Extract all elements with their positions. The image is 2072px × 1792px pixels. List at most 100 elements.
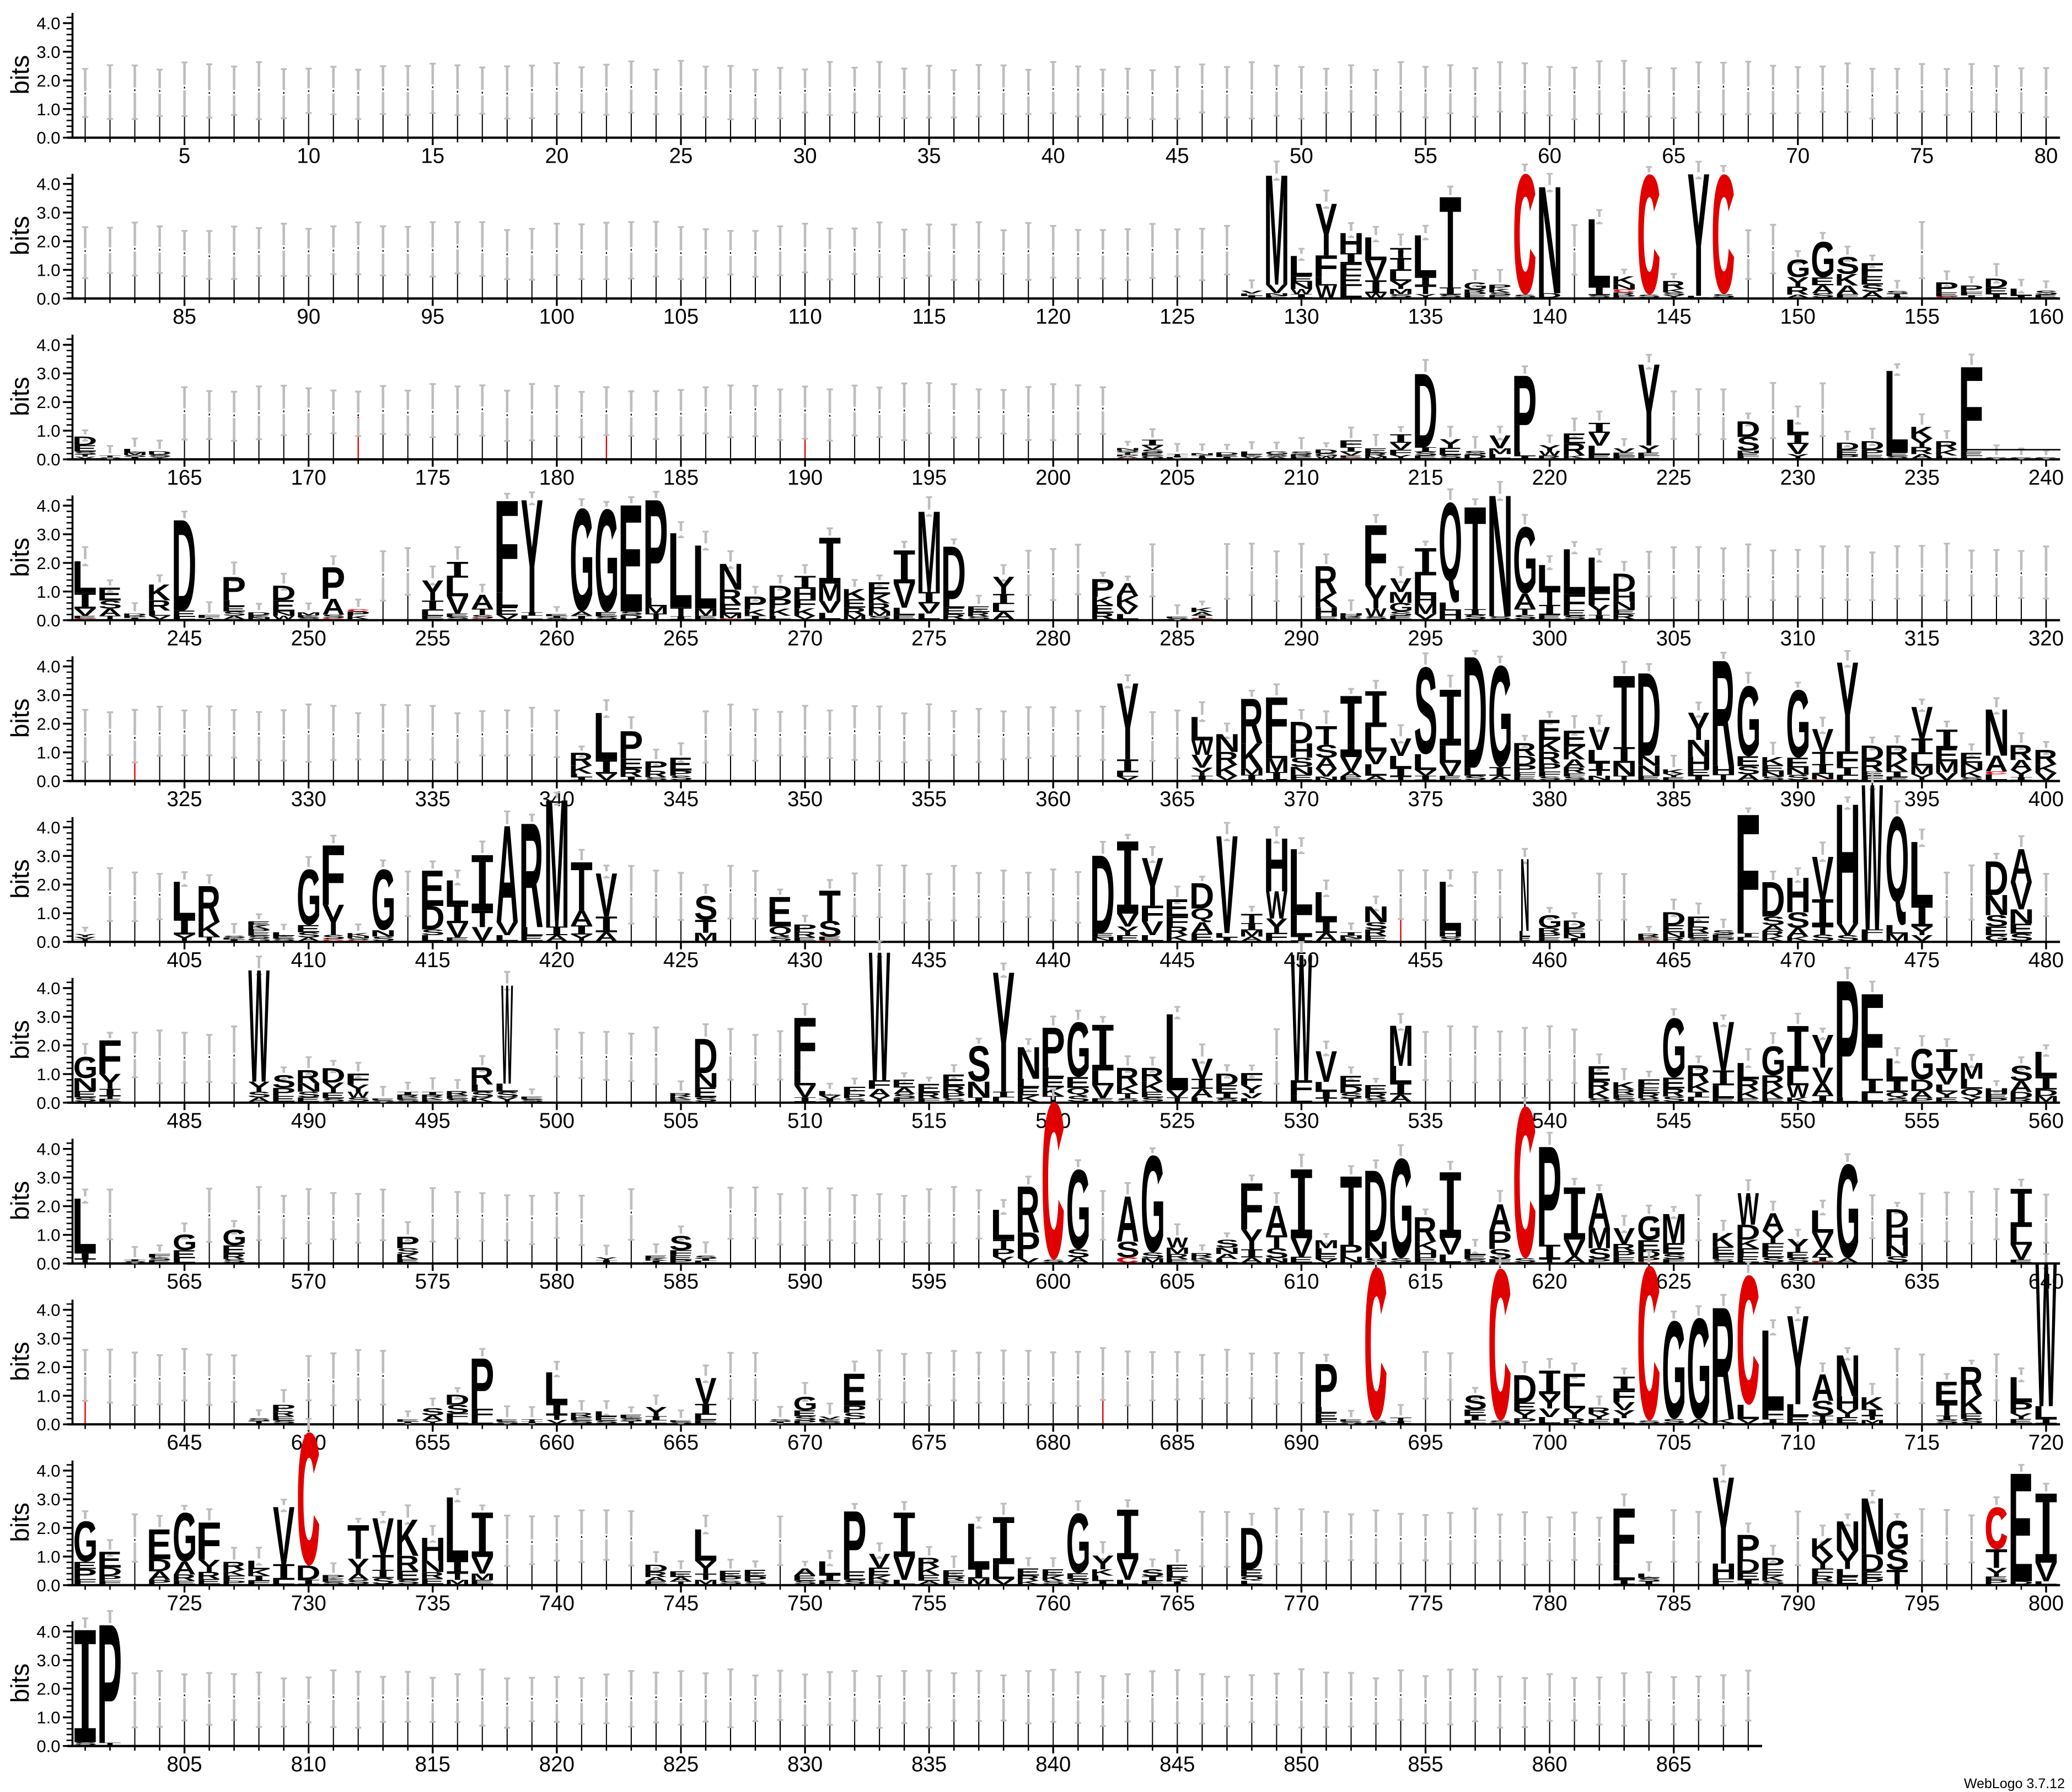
svg-text:1.0: 1.0 (36, 100, 60, 119)
svg-text:bits: bits (6, 216, 34, 256)
svg-text:3.0: 3.0 (36, 42, 60, 62)
svg-text:3.0: 3.0 (36, 364, 60, 383)
svg-text:4.0: 4.0 (36, 818, 60, 837)
svg-text:735: 735 (415, 1592, 450, 1616)
svg-text:630: 630 (1780, 1270, 1816, 1294)
svg-text:715: 715 (1904, 1431, 1940, 1455)
svg-text:340: 340 (539, 787, 575, 811)
svg-text:295: 295 (1408, 627, 1443, 651)
svg-text:205: 205 (1160, 466, 1195, 490)
svg-text:825: 825 (663, 1752, 699, 1776)
svg-text:3.0: 3.0 (36, 1168, 60, 1188)
svg-text:4.0: 4.0 (36, 979, 60, 998)
svg-text:bits: bits (6, 859, 34, 899)
svg-text:75: 75 (1910, 144, 1934, 168)
svg-text:3.0: 3.0 (36, 1651, 60, 1670)
svg-text:760: 760 (1035, 1592, 1071, 1616)
svg-text:580: 580 (539, 1270, 575, 1294)
svg-text:315: 315 (1904, 627, 1940, 651)
svg-text:830: 830 (787, 1752, 823, 1776)
svg-text:480: 480 (2028, 948, 2064, 972)
svg-text:600: 600 (1035, 1270, 1071, 1294)
svg-text:840: 840 (1035, 1752, 1071, 1776)
svg-text:210: 210 (1284, 466, 1319, 490)
svg-text:0.0: 0.0 (36, 128, 60, 148)
svg-text:175: 175 (415, 466, 450, 490)
svg-text:bits: bits (6, 1342, 34, 1381)
svg-text:170: 170 (291, 466, 326, 490)
svg-text:455: 455 (1408, 948, 1443, 972)
svg-text:250: 250 (291, 627, 326, 651)
svg-text:330: 330 (291, 787, 326, 811)
svg-text:130: 130 (1284, 305, 1319, 329)
svg-text:1.0: 1.0 (36, 260, 60, 280)
svg-text:255: 255 (415, 627, 450, 651)
svg-text:2.0: 2.0 (36, 232, 60, 251)
svg-text:100: 100 (539, 305, 575, 329)
svg-text:4.0: 4.0 (36, 657, 60, 677)
svg-text:1.0: 1.0 (36, 1226, 60, 1245)
svg-text:290: 290 (1284, 627, 1319, 651)
svg-text:1.0: 1.0 (36, 1547, 60, 1566)
svg-text:0.0: 0.0 (36, 611, 60, 630)
svg-text:370: 370 (1284, 787, 1319, 811)
svg-text:500: 500 (539, 1109, 575, 1133)
svg-text:35: 35 (917, 144, 941, 168)
svg-text:560: 560 (2028, 1109, 2064, 1133)
svg-text:595: 595 (911, 1270, 947, 1294)
svg-text:bits: bits (6, 1503, 34, 1542)
svg-text:115: 115 (912, 305, 946, 329)
svg-text:2.0: 2.0 (36, 1680, 60, 1699)
svg-text:4.0: 4.0 (36, 1461, 60, 1480)
svg-text:3.0: 3.0 (36, 1007, 60, 1027)
svg-text:190: 190 (787, 466, 823, 490)
svg-text:420: 420 (539, 948, 575, 972)
svg-text:375: 375 (1408, 787, 1443, 811)
svg-text:4.0: 4.0 (36, 1140, 60, 1159)
svg-text:410: 410 (291, 948, 326, 972)
svg-text:435: 435 (911, 948, 947, 972)
svg-text:535: 535 (1408, 1109, 1443, 1133)
svg-text:90: 90 (297, 305, 320, 329)
svg-text:465: 465 (1656, 948, 1692, 972)
svg-text:155: 155 (1904, 305, 1940, 329)
svg-text:515: 515 (911, 1109, 947, 1133)
svg-text:185: 185 (663, 466, 699, 490)
svg-text:15: 15 (421, 144, 444, 168)
svg-text:850: 850 (1284, 1752, 1319, 1776)
svg-text:WebLogo 3.7.12: WebLogo 3.7.12 (1964, 1776, 2065, 1791)
svg-text:470: 470 (1780, 948, 1816, 972)
svg-text:1.0: 1.0 (36, 904, 60, 923)
svg-text:260: 260 (539, 627, 575, 651)
svg-text:725: 725 (167, 1592, 202, 1616)
svg-text:860: 860 (1532, 1752, 1567, 1776)
svg-text:705: 705 (1656, 1431, 1692, 1455)
svg-text:20: 20 (545, 144, 568, 168)
svg-text:490: 490 (291, 1109, 326, 1133)
svg-text:1.0: 1.0 (36, 421, 60, 441)
svg-text:4.0: 4.0 (36, 14, 60, 33)
svg-text:495: 495 (415, 1109, 450, 1133)
svg-text:2.0: 2.0 (36, 1358, 60, 1377)
svg-text:400: 400 (2028, 787, 2064, 811)
svg-text:525: 525 (1160, 1109, 1195, 1133)
svg-text:690: 690 (1284, 1431, 1319, 1455)
svg-text:140: 140 (1532, 305, 1567, 329)
svg-text:1.0: 1.0 (36, 1708, 60, 1727)
svg-text:835: 835 (911, 1752, 947, 1776)
svg-text:0.0: 0.0 (36, 1254, 60, 1274)
svg-text:645: 645 (167, 1431, 202, 1455)
svg-text:425: 425 (663, 948, 699, 972)
svg-text:710: 710 (1780, 1431, 1816, 1455)
svg-text:620: 620 (1532, 1270, 1567, 1294)
svg-text:325: 325 (167, 787, 202, 811)
svg-text:60: 60 (1538, 144, 1561, 168)
svg-text:590: 590 (787, 1270, 823, 1294)
svg-text:545: 545 (1656, 1109, 1692, 1133)
svg-text:70: 70 (1786, 144, 1810, 168)
svg-text:405: 405 (167, 948, 202, 972)
svg-text:280: 280 (1035, 627, 1071, 651)
svg-text:570: 570 (291, 1270, 326, 1294)
svg-text:0.0: 0.0 (36, 1093, 60, 1113)
svg-text:150: 150 (1780, 305, 1816, 329)
